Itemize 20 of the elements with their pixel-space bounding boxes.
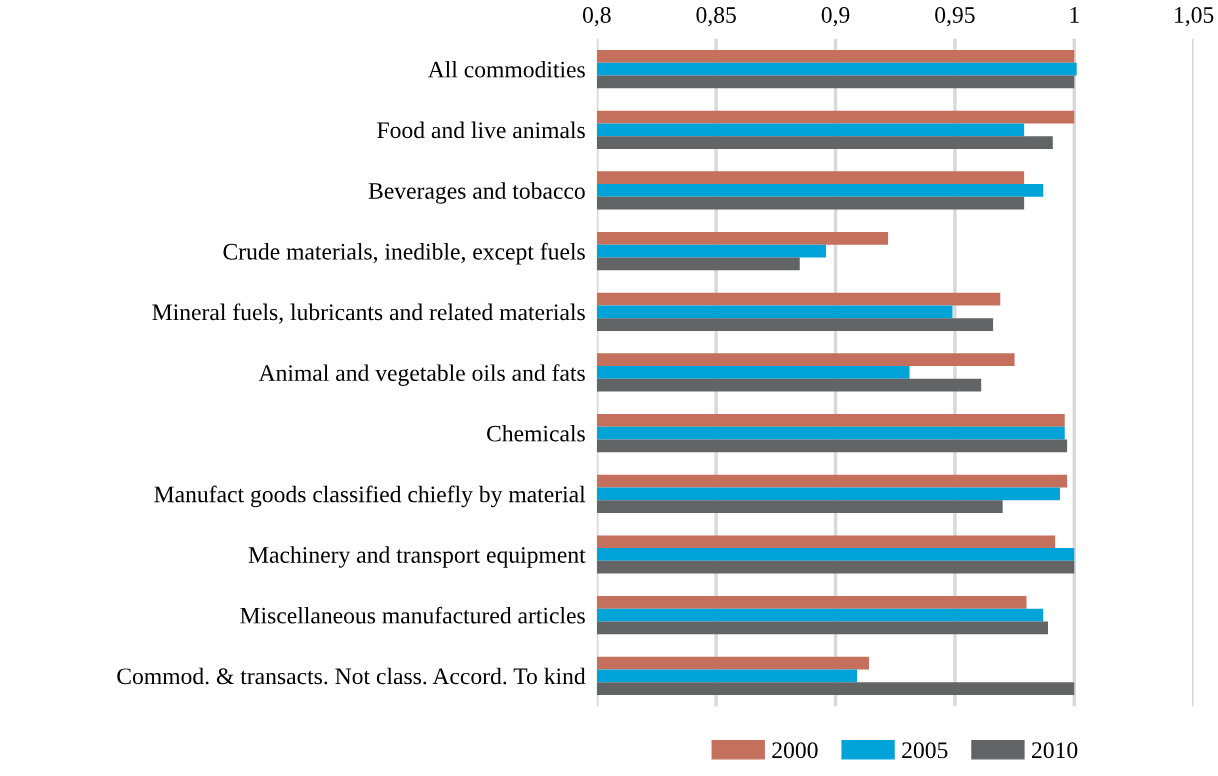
legend-label: 2000 xyxy=(772,742,818,759)
y-tick-label: Beverages and tobacco xyxy=(368,182,585,204)
y-tick-label: Crude materials, inedible, except fuels xyxy=(223,242,585,265)
y-tick-label: Chemicals xyxy=(487,424,585,442)
y-tick-label: Miscellaneous manufactured articles xyxy=(240,606,585,624)
y-tick-label: Machinery and transport equipment xyxy=(248,546,586,568)
y-tick-label: Mineral fuels, lubricants and related materials xyxy=(152,303,585,324)
x-tick-label: 0,85 xyxy=(696,6,736,27)
x-tick-label: 0,95 xyxy=(935,6,975,27)
x-tick-label: 0,9 xyxy=(821,6,850,27)
x-tick-label: 0,8 xyxy=(582,6,611,27)
x-tick-label: 1,05 xyxy=(1175,6,1214,27)
legend-label: 2010 xyxy=(1032,742,1078,759)
y-tick-label: All commodities xyxy=(427,60,585,78)
y-tick-label: Manufact goods classified chiefly by material xyxy=(154,485,586,508)
y-tick-label: Commod. & transacts. Not class. Accord. To kind xyxy=(117,667,586,685)
x-tick-label: 1 xyxy=(1070,7,1079,23)
y-tick-label: Animal and vegetable oils and fats xyxy=(258,364,585,386)
legend-label: 2005 xyxy=(902,742,948,759)
y-tick-label: Food and live animals xyxy=(377,121,585,139)
